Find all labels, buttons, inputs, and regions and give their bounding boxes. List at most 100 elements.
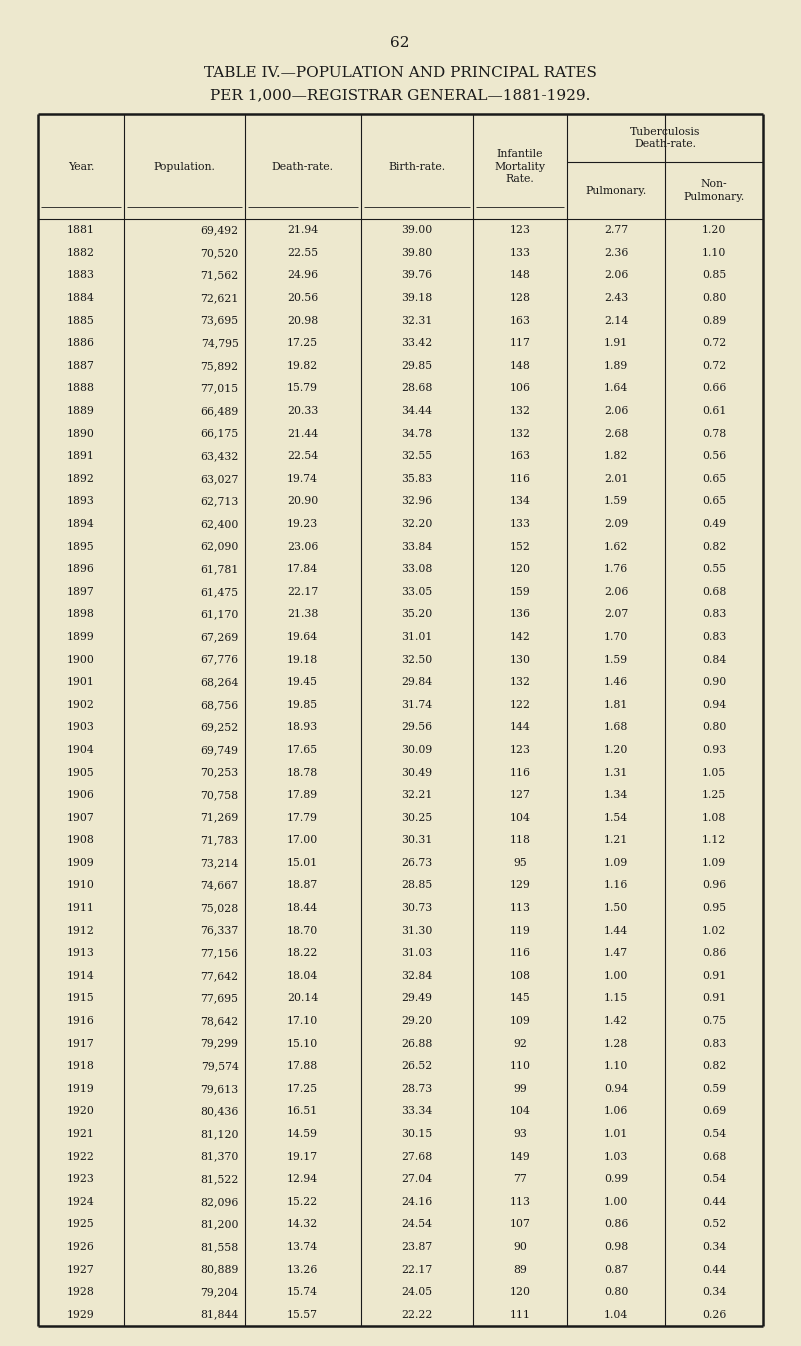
Text: 2.43: 2.43 [604, 293, 628, 303]
Text: 108: 108 [509, 970, 530, 981]
Text: 63,027: 63,027 [200, 474, 239, 483]
Text: 16.51: 16.51 [287, 1106, 318, 1116]
Text: 120: 120 [509, 564, 530, 575]
Text: 21.94: 21.94 [287, 225, 318, 236]
Text: 30.25: 30.25 [401, 813, 433, 822]
Text: 26.88: 26.88 [401, 1039, 433, 1049]
Text: 0.65: 0.65 [702, 497, 727, 506]
Text: 15.57: 15.57 [287, 1310, 318, 1319]
Text: 20.90: 20.90 [287, 497, 318, 506]
Text: 1925: 1925 [67, 1219, 95, 1229]
Text: 71,562: 71,562 [200, 271, 239, 280]
Text: 18.70: 18.70 [287, 926, 318, 935]
Text: 2.06: 2.06 [604, 271, 628, 280]
Text: 1.09: 1.09 [604, 857, 628, 868]
Text: 1.05: 1.05 [702, 767, 727, 778]
Text: 0.44: 0.44 [702, 1197, 727, 1207]
Text: 17.25: 17.25 [287, 1084, 318, 1094]
Text: 2.14: 2.14 [604, 316, 628, 326]
Text: 1917: 1917 [67, 1039, 95, 1049]
Text: Year.: Year. [67, 162, 94, 171]
Text: 33.34: 33.34 [401, 1106, 433, 1116]
Text: 30.49: 30.49 [401, 767, 433, 778]
Text: 71,269: 71,269 [200, 813, 239, 822]
Text: Death-rate.: Death-rate. [272, 162, 334, 171]
Text: 2.09: 2.09 [604, 520, 628, 529]
Text: 1.70: 1.70 [604, 633, 628, 642]
Text: 79,574: 79,574 [201, 1061, 239, 1071]
Text: 144: 144 [509, 723, 530, 732]
Text: 0.54: 0.54 [702, 1129, 727, 1139]
Text: 26.73: 26.73 [401, 857, 433, 868]
Text: 0.65: 0.65 [702, 474, 727, 483]
Text: 39.18: 39.18 [401, 293, 433, 303]
Text: 66,489: 66,489 [200, 406, 239, 416]
Text: 79,299: 79,299 [200, 1039, 239, 1049]
Text: 1913: 1913 [66, 948, 95, 958]
Text: 0.52: 0.52 [702, 1219, 727, 1229]
Text: 1895: 1895 [67, 541, 95, 552]
Text: 1920: 1920 [66, 1106, 95, 1116]
Text: 24.54: 24.54 [401, 1219, 433, 1229]
Text: 66,175: 66,175 [200, 428, 239, 439]
Text: 32.21: 32.21 [401, 790, 433, 800]
Text: 67,776: 67,776 [200, 654, 239, 665]
Text: 0.75: 0.75 [702, 1016, 727, 1026]
Text: 73,695: 73,695 [200, 316, 239, 326]
Text: 1.02: 1.02 [702, 926, 727, 935]
Text: 23.87: 23.87 [401, 1242, 433, 1252]
Text: 104: 104 [509, 1106, 530, 1116]
Text: 39.80: 39.80 [401, 248, 433, 258]
Text: 26.52: 26.52 [401, 1061, 433, 1071]
Text: 34.44: 34.44 [401, 406, 433, 416]
Text: 32.50: 32.50 [401, 654, 433, 665]
Text: 1.54: 1.54 [604, 813, 628, 822]
Text: 19.45: 19.45 [287, 677, 318, 686]
Text: 13.74: 13.74 [287, 1242, 318, 1252]
Text: 1904: 1904 [67, 744, 95, 755]
Text: 0.84: 0.84 [702, 654, 727, 665]
Text: 17.89: 17.89 [287, 790, 318, 800]
Text: 1911: 1911 [66, 903, 95, 913]
Text: 32.96: 32.96 [401, 497, 433, 506]
Text: 1882: 1882 [66, 248, 95, 258]
Text: 1.82: 1.82 [604, 451, 628, 462]
Text: 0.86: 0.86 [604, 1219, 628, 1229]
Text: 0.89: 0.89 [702, 316, 727, 326]
Text: 113: 113 [509, 1197, 530, 1207]
Text: 133: 133 [509, 520, 530, 529]
Text: 17.00: 17.00 [287, 836, 318, 845]
Text: 1.06: 1.06 [604, 1106, 628, 1116]
Text: 136: 136 [509, 610, 530, 619]
Text: 127: 127 [509, 790, 530, 800]
Text: Birth-rate.: Birth-rate. [388, 162, 445, 171]
Text: 0.98: 0.98 [604, 1242, 628, 1252]
Text: 34.78: 34.78 [401, 428, 433, 439]
Text: 1915: 1915 [67, 993, 95, 1003]
Text: 1.89: 1.89 [604, 361, 628, 371]
Text: 1.68: 1.68 [604, 723, 628, 732]
Text: 0.59: 0.59 [702, 1084, 727, 1094]
Text: 69,252: 69,252 [200, 723, 239, 732]
Text: 1.10: 1.10 [604, 1061, 628, 1071]
Text: 28.68: 28.68 [401, 384, 433, 393]
Text: 81,558: 81,558 [200, 1242, 239, 1252]
Text: 109: 109 [509, 1016, 530, 1026]
Text: 74,667: 74,667 [200, 880, 239, 891]
Text: 24.96: 24.96 [287, 271, 318, 280]
Text: Non-
Pulmonary.: Non- Pulmonary. [683, 179, 745, 202]
Text: 0.55: 0.55 [702, 564, 727, 575]
Text: 1893: 1893 [66, 497, 95, 506]
Text: 0.82: 0.82 [702, 1061, 727, 1071]
Text: 1.42: 1.42 [604, 1016, 628, 1026]
Text: 133: 133 [509, 248, 530, 258]
Text: 29.56: 29.56 [401, 723, 433, 732]
Text: 19.85: 19.85 [287, 700, 318, 709]
Text: 70,253: 70,253 [200, 767, 239, 778]
Text: 1.46: 1.46 [604, 677, 628, 686]
Text: 0.86: 0.86 [702, 948, 727, 958]
Text: 0.26: 0.26 [702, 1310, 727, 1319]
Text: 81,522: 81,522 [200, 1174, 239, 1184]
Text: 1927: 1927 [67, 1264, 95, 1275]
Text: 163: 163 [509, 451, 530, 462]
